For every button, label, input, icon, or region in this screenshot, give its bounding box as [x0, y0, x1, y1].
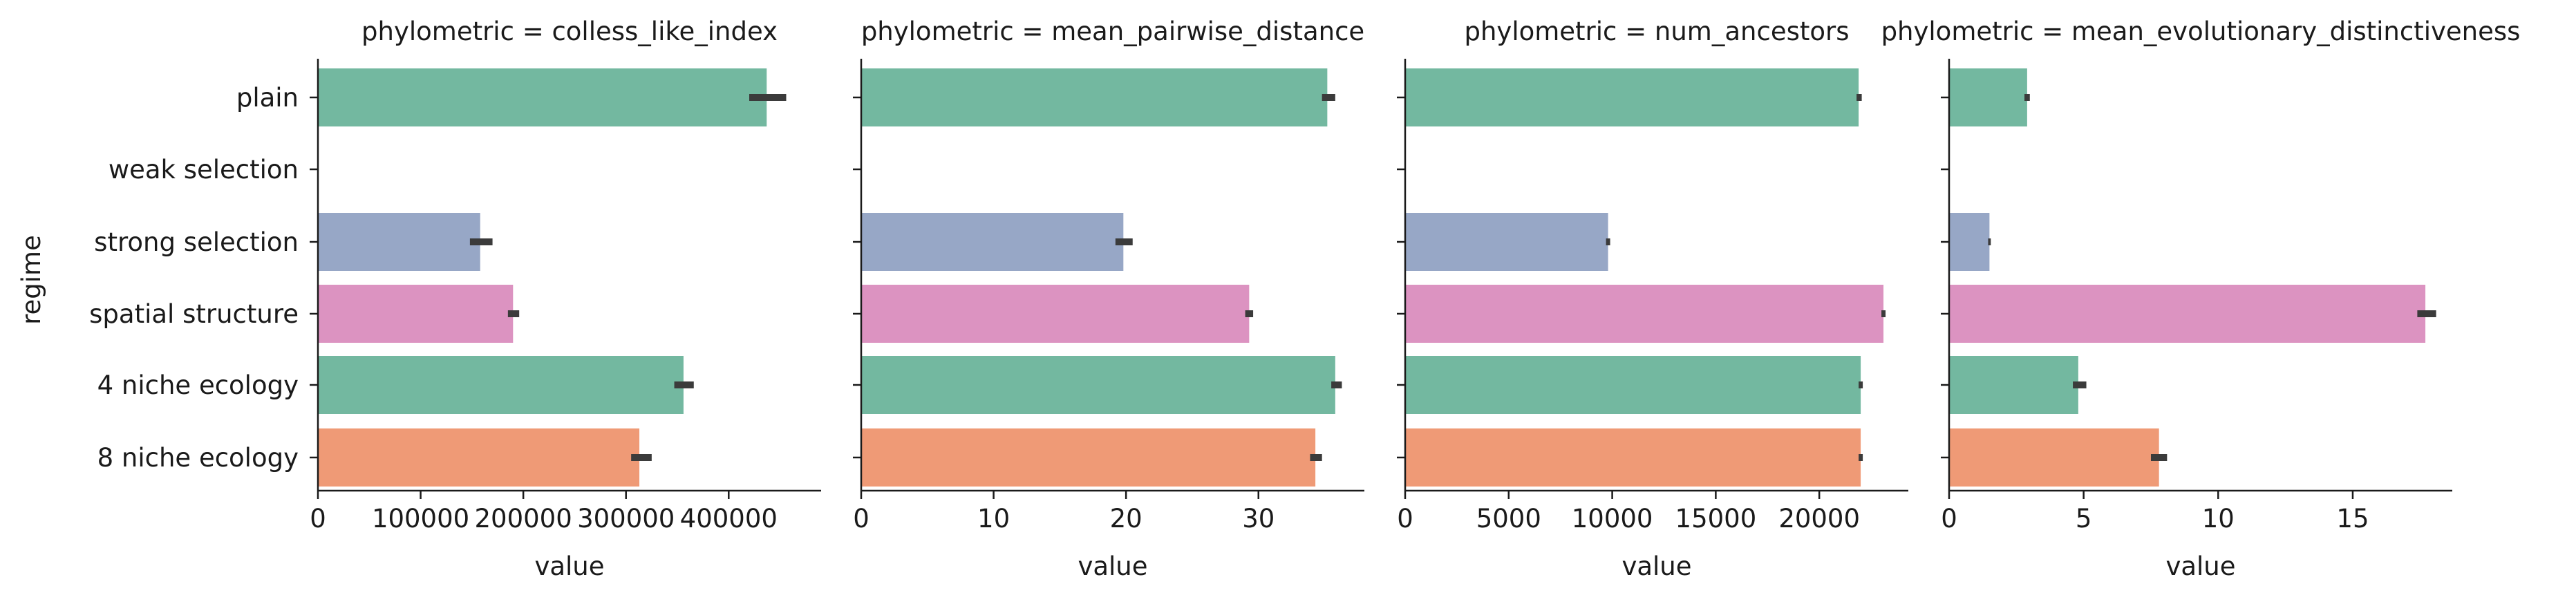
bar — [861, 285, 1250, 343]
y-axis-label: regime — [17, 235, 46, 325]
bar — [861, 428, 1316, 487]
y-tick-label: 8 niche ecology — [97, 443, 299, 473]
y-tick-label: spatial structure — [89, 299, 299, 329]
y-tick-label: strong selection — [94, 227, 299, 257]
x-tick-label: 15 — [2336, 504, 2369, 534]
x-tick-label: 10000 — [1572, 504, 1653, 534]
bar — [318, 356, 684, 414]
bar — [1949, 428, 2159, 487]
bar — [1949, 285, 2426, 343]
x-tick-label: 10 — [2202, 504, 2235, 534]
bar — [318, 213, 480, 271]
x-tick-label: 0 — [853, 504, 869, 534]
x-tick-label: 0 — [1397, 504, 1413, 534]
bar — [1405, 213, 1608, 271]
x-axis-label: value — [2165, 551, 2235, 581]
bar — [318, 428, 640, 487]
y-tick-label: weak selection — [109, 155, 299, 185]
x-tick-label: 15000 — [1675, 504, 1757, 534]
x-tick-label: 0 — [1941, 504, 1957, 534]
bar — [1949, 213, 1990, 271]
x-tick-label: 5 — [2076, 504, 2092, 534]
panel-title: phylometric = mean_pairwise_distance — [861, 17, 1364, 46]
x-tick-label: 0 — [310, 504, 326, 534]
x-tick-label: 100000 — [372, 504, 469, 534]
x-tick-label: 300000 — [577, 504, 675, 534]
x-axis-label: value — [534, 551, 604, 581]
x-tick-label: 20 — [1110, 504, 1143, 534]
bar — [1405, 68, 1859, 126]
bar — [1949, 356, 2078, 414]
x-tick-label: 10 — [977, 504, 1010, 534]
bar — [1405, 285, 1884, 343]
bar — [318, 285, 514, 343]
x-tick-label: 5000 — [1476, 504, 1541, 534]
x-tick-label: 20000 — [1778, 504, 1860, 534]
panel-title: phylometric = colless_like_index — [361, 17, 778, 46]
bar — [861, 356, 1335, 414]
x-tick-label: 200000 — [475, 504, 572, 534]
bar — [1949, 68, 2027, 126]
bar — [318, 68, 767, 126]
bar — [861, 68, 1328, 126]
x-axis-label: value — [1621, 551, 1691, 581]
bar — [1405, 428, 1861, 487]
x-tick-label: 30 — [1242, 504, 1275, 534]
y-tick-label: 4 niche ecology — [97, 370, 299, 400]
x-axis-label: value — [1078, 551, 1147, 581]
bar — [861, 213, 1124, 271]
y-tick-label: plain — [236, 83, 299, 113]
bar — [1405, 356, 1861, 414]
x-tick-label: 400000 — [680, 504, 778, 534]
panel-title: phylometric = num_ancestors — [1464, 17, 1849, 46]
panel-title: phylometric = mean_evolutionary_distinct… — [1881, 17, 2521, 46]
